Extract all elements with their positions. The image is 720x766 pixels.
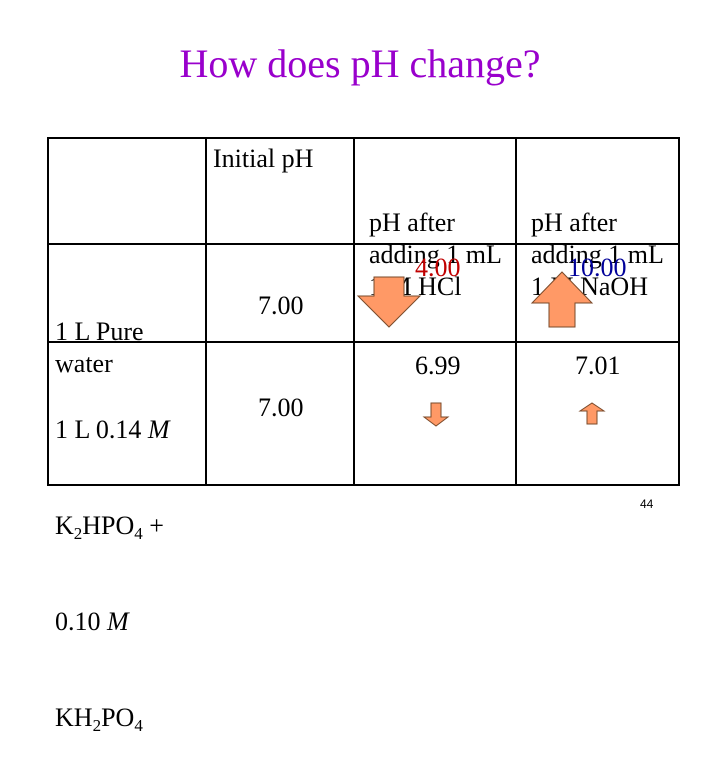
table-divider [47, 341, 680, 343]
pure-water-ph-after-acid: 4.00 [415, 253, 461, 282]
small-down-arrow-icon [422, 402, 450, 427]
arrow-layer [356, 271, 606, 427]
table-divider [515, 137, 517, 486]
table-divider [353, 137, 355, 486]
slide-title: How does pH change? [179, 41, 541, 86]
small-up-arrow-icon [578, 402, 606, 425]
table-divider [205, 137, 207, 486]
pure-water-initial-ph: 7.00 [258, 291, 304, 320]
page-number: 44 [640, 497, 654, 511]
header-after-naoh: pH after adding 1 mL 1 M NaOH [531, 208, 664, 301]
header-after-hcl: pH after adding 1 mL 1 M HCl [369, 208, 502, 301]
buffer-ph-after-acid: 6.99 [415, 351, 461, 380]
ph-table [47, 137, 680, 486]
buffer-initial-ph: 7.00 [258, 393, 304, 422]
large-down-arrow-icon [356, 276, 422, 328]
pure-water-ph-after-base: 10.00 [568, 253, 627, 282]
row-label-pure-water: 1 L Pure water [55, 317, 144, 378]
large-up-arrow-icon [530, 271, 594, 328]
buffer-ph-after-base: 7.01 [575, 351, 621, 380]
header-initial-ph: Initial pH [213, 144, 314, 173]
table-divider [47, 243, 680, 245]
